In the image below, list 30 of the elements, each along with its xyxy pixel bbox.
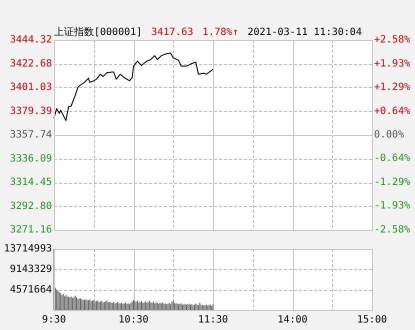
y-tick-label: 3379.39 — [10, 106, 52, 117]
y-tick-label: 3422.68 — [10, 58, 52, 70]
y-tick-label: 9143329 — [10, 264, 52, 275]
y-tick-label: 3314.45 — [10, 177, 52, 188]
text: 1.78%↑ — [202, 27, 238, 38]
y-tick-label: 3444.32 — [10, 34, 52, 46]
x-tick-label: 11:30 — [198, 314, 228, 326]
y2-tick-label: -0.64% — [374, 153, 410, 164]
y-tick-label: 4571664 — [10, 284, 52, 296]
y-tick-label: 3357.74 — [10, 130, 52, 141]
y-tick-label: 3401.03 — [10, 82, 52, 94]
y-tick-label: 3271.16 — [10, 224, 52, 236]
y2-tick-label: 0.00% — [374, 130, 404, 141]
x-tick-label: 14:00 — [277, 314, 308, 326]
chart-title: 上证指数[000001] — [54, 27, 142, 38]
y2-tick-label: +2.58% — [374, 34, 410, 46]
y-tick-label: 3292.80 — [10, 200, 52, 212]
y2-tick-label: -1.29% — [374, 177, 410, 188]
x-tick-label: 10:30 — [118, 314, 149, 326]
text: 3417.63 — [151, 27, 194, 38]
y2-tick-label: -1.93% — [374, 200, 410, 212]
text: 2021-03-11 11:30:04 — [247, 27, 362, 38]
y2-tick-label: +1.29% — [374, 82, 410, 94]
y-tick-label: 13714993 — [4, 244, 52, 255]
y2-tick-label: -2.58% — [374, 224, 410, 236]
x-tick-label: 9:30 — [42, 314, 66, 326]
y2-tick-label: +1.93% — [374, 58, 410, 70]
y2-tick-label: +0.64% — [374, 106, 410, 118]
y-tick-label: 3336.09 — [10, 153, 52, 164]
x-tick-label: 15:00 — [356, 314, 388, 326]
